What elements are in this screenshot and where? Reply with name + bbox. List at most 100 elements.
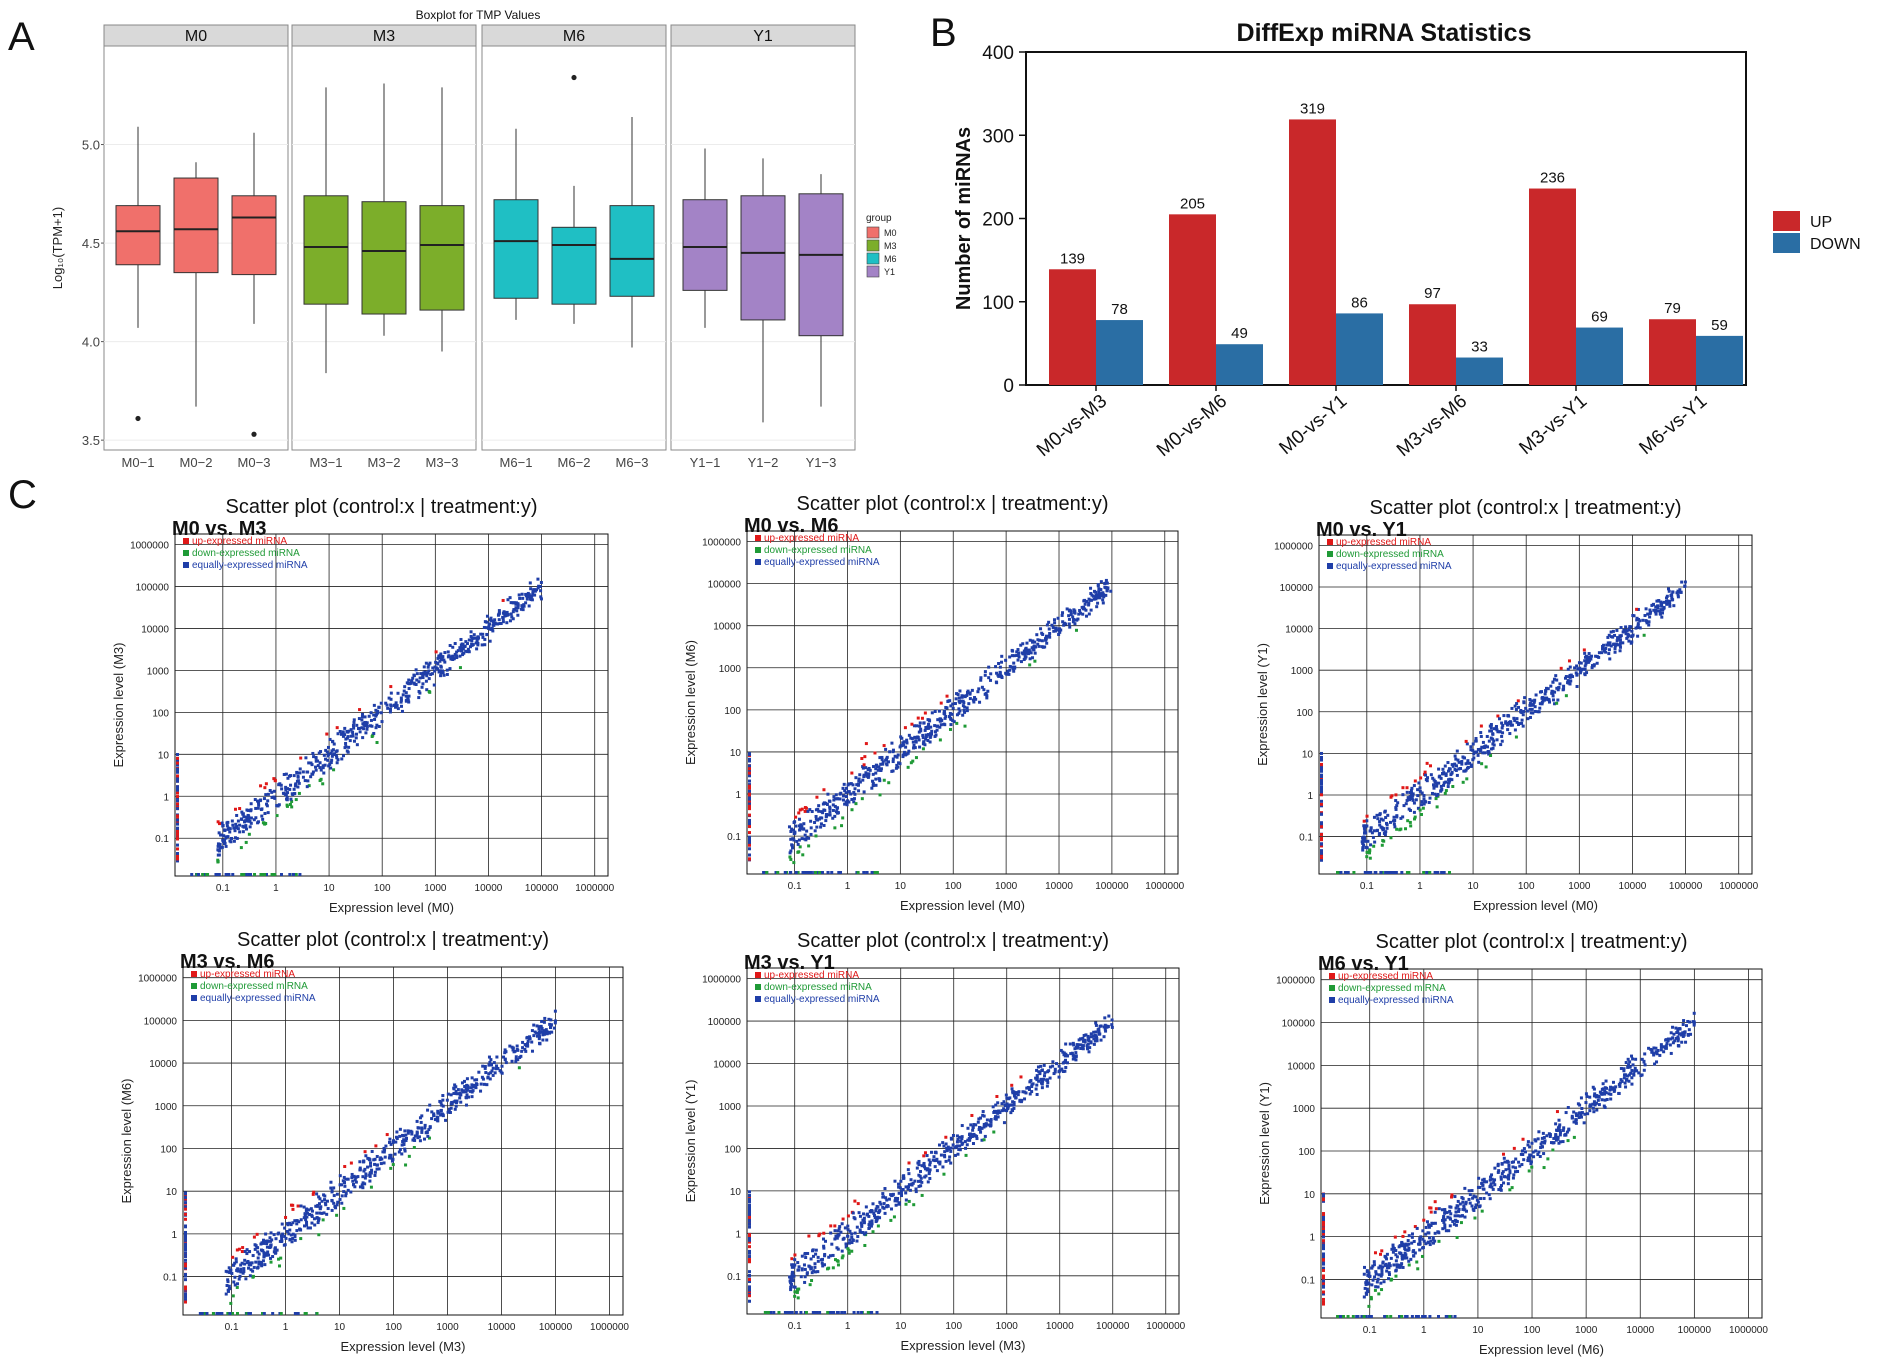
data-point	[1412, 801, 1416, 805]
data-point	[305, 1220, 309, 1224]
data-point	[521, 1046, 525, 1050]
data-point	[471, 643, 475, 647]
data-point	[1481, 1183, 1485, 1187]
data-point	[836, 1263, 840, 1267]
data-point	[1583, 659, 1587, 663]
data-point	[435, 1115, 439, 1119]
data-point	[1675, 591, 1679, 595]
data-point	[184, 1207, 187, 1211]
data-point	[988, 1119, 992, 1123]
data-point	[241, 1271, 245, 1275]
data-point	[814, 1248, 818, 1252]
data-point	[427, 663, 431, 667]
data-point	[389, 1142, 393, 1146]
data-point	[1366, 839, 1370, 843]
data-point	[1542, 1166, 1546, 1170]
data-point	[916, 1179, 920, 1183]
data-point	[532, 1034, 536, 1038]
data-point	[1047, 627, 1051, 631]
data-point	[1011, 1091, 1015, 1095]
data-point	[958, 1144, 962, 1148]
data-point	[539, 580, 543, 584]
data-point	[1033, 659, 1037, 663]
data-point	[474, 1082, 478, 1086]
bar-data-label: 236	[1540, 170, 1565, 187]
data-point	[1558, 1128, 1562, 1132]
data-point	[1642, 1068, 1646, 1072]
legend-swatch	[866, 252, 880, 265]
data-point	[1453, 1315, 1457, 1318]
data-point	[815, 795, 819, 799]
data-point	[317, 1218, 321, 1222]
data-point	[388, 710, 392, 714]
data-point	[1400, 871, 1404, 874]
data-point	[1554, 1138, 1558, 1142]
data-point	[436, 1118, 440, 1122]
data-point	[1448, 767, 1452, 771]
data-point	[1684, 1024, 1688, 1028]
data-point	[1320, 787, 1323, 791]
data-point	[996, 1115, 1000, 1119]
data-point	[1366, 1273, 1370, 1277]
data-point	[262, 797, 266, 801]
data-point	[1628, 625, 1632, 629]
data-point	[1630, 1068, 1634, 1072]
data-point	[520, 592, 524, 596]
box	[361, 201, 407, 315]
data-point	[465, 642, 469, 646]
data-point	[1443, 1223, 1447, 1227]
data-point	[884, 1196, 888, 1200]
data-point	[748, 835, 751, 839]
data-point	[1603, 1098, 1607, 1102]
data-point	[309, 761, 313, 765]
data-point	[241, 830, 245, 834]
data-point	[488, 1077, 492, 1081]
data-point	[1394, 1268, 1398, 1272]
data-point	[748, 1250, 751, 1254]
data-point	[1655, 609, 1659, 613]
scatter-plot-4: Scatter plot (control:x | treatment:y)0.…	[119, 929, 629, 1354]
data-point	[1419, 776, 1423, 780]
data-point	[1389, 1256, 1393, 1260]
data-point	[926, 733, 930, 737]
data-point	[1574, 1118, 1578, 1122]
data-point	[471, 636, 475, 640]
data-point	[350, 1172, 354, 1176]
data-point	[1597, 1103, 1601, 1107]
scatter-ylabel: Expression level (M3)	[111, 643, 126, 768]
data-point	[1651, 602, 1655, 606]
data-point	[1549, 684, 1553, 688]
data-point	[404, 1133, 408, 1137]
data-point	[1680, 1040, 1684, 1044]
data-point	[305, 785, 309, 789]
data-point	[1470, 764, 1474, 768]
bar-data-label: 79	[1664, 300, 1681, 317]
scatter-ytick: 1000	[1293, 1104, 1316, 1115]
data-point	[965, 706, 969, 710]
data-point	[1666, 1039, 1670, 1043]
data-point	[418, 691, 422, 695]
data-point	[1105, 586, 1109, 590]
data-point	[993, 1117, 997, 1121]
data-point	[850, 1249, 854, 1253]
data-point	[1609, 630, 1613, 634]
data-point	[406, 1129, 410, 1133]
data-point	[1322, 1213, 1325, 1217]
data-point	[283, 1243, 287, 1247]
data-point	[1398, 828, 1402, 832]
data-point	[436, 662, 440, 666]
data-point	[854, 776, 858, 780]
data-point	[1406, 796, 1410, 800]
data-point	[482, 625, 486, 629]
data-point	[1379, 1252, 1383, 1256]
scatter-title: Scatter plot (control:x | treatment:y)	[797, 930, 1109, 952]
data-point	[1415, 1260, 1419, 1264]
scatter-ytick: 100000	[144, 1016, 178, 1027]
data-point	[332, 1194, 336, 1198]
data-point	[404, 1138, 408, 1142]
data-point	[1611, 629, 1615, 633]
data-point	[1639, 1074, 1643, 1078]
data-point	[248, 1274, 252, 1278]
data-point	[1031, 647, 1035, 651]
data-point	[965, 1143, 969, 1147]
